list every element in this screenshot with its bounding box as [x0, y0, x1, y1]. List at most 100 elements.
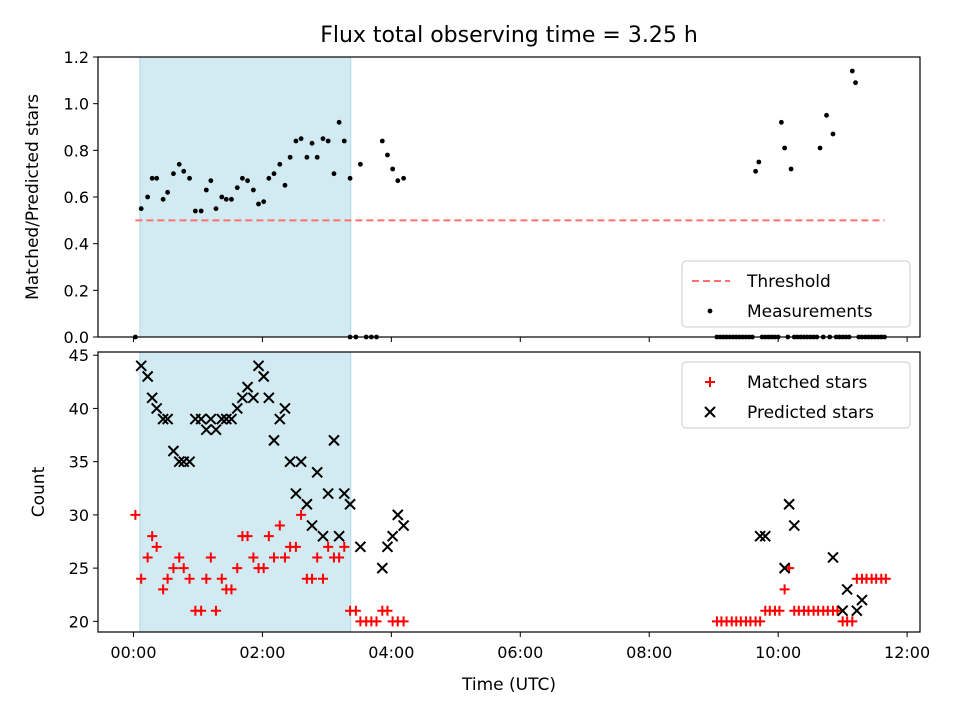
predicted-star-marker	[392, 509, 404, 521]
predicted-star-marker	[150, 402, 163, 415]
matched-star-marker	[847, 616, 858, 627]
predicted-star-marker	[386, 530, 399, 542]
matched-star-marker	[142, 552, 153, 563]
measurement-point	[271, 171, 277, 177]
measurement-point	[192, 208, 198, 214]
matched-star-marker	[151, 541, 162, 552]
predicted-star-marker	[322, 487, 334, 500]
predicted-star-marker	[167, 445, 180, 457]
legend-label: Matched stars	[747, 373, 867, 393]
matched-star-marker	[178, 563, 189, 574]
matched-star-marker	[210, 605, 221, 616]
count-legend: Matched stars Predicted stars	[681, 361, 911, 429]
measurement-point	[395, 178, 401, 184]
count-panel-frame	[97, 351, 921, 633]
measurement-point	[198, 208, 204, 214]
measurement-point	[331, 171, 337, 177]
count-panel: 20 25 30 35 40 45 00:00 02:00 04:00 06:00 08:00 10:…	[29, 346, 930, 662]
measurement-point	[347, 175, 353, 181]
measurement-point	[336, 119, 342, 125]
y-tick-label: 40	[69, 399, 89, 418]
predicted-star-marker	[135, 360, 147, 372]
matched-star-marker	[371, 616, 382, 627]
measurement-point	[160, 196, 166, 202]
y-tick-label: 45	[69, 346, 89, 365]
predicted-star-marker	[161, 413, 174, 425]
measurement-point	[782, 145, 788, 151]
legend-measurements-swatch	[707, 308, 713, 314]
predicted-star-marker	[225, 413, 238, 425]
y-tick-label: 0.8	[64, 141, 89, 160]
y-tick-label: 1.2	[64, 48, 89, 67]
legend-label: Measurements	[747, 302, 873, 322]
measurement-point	[849, 68, 855, 74]
x-tick-label: 02:00	[239, 643, 285, 662]
y-tick-label: 0.0	[64, 328, 89, 347]
measurement-point	[357, 161, 363, 167]
predicted-star-marker	[146, 392, 158, 404]
predicted-star-marker	[241, 381, 254, 393]
measurement-point	[320, 136, 326, 142]
matched-star-marker	[162, 573, 173, 584]
predicted-star-marker	[338, 487, 350, 500]
predicted-star-marker	[841, 583, 853, 596]
matched-star-marker	[274, 520, 285, 531]
predicted-star-marker	[284, 455, 296, 468]
legend-label: Threshold	[746, 272, 831, 292]
predicted-star-marker	[231, 402, 243, 415]
measurement-point	[853, 80, 858, 86]
measurement-point	[223, 196, 229, 202]
measurement-point	[165, 189, 171, 195]
measurement-point	[266, 175, 272, 181]
predicted-star-marker	[210, 424, 222, 436]
matched-star-marker	[168, 563, 179, 574]
matched-star-marker	[201, 573, 212, 584]
measurement-point	[181, 168, 187, 174]
predicted-star-marker	[183, 455, 196, 468]
predicted-star-marker	[200, 424, 213, 436]
x-tick-label: 10:00	[755, 643, 801, 662]
predicted-star-marker	[381, 541, 394, 553]
measurement-point	[753, 168, 758, 174]
measurement-point	[213, 206, 219, 212]
legend-box	[681, 260, 911, 328]
matched-star-marker	[312, 552, 323, 563]
matched-star-marker	[232, 563, 243, 574]
matched-star-marker	[880, 573, 891, 584]
matched-star-marker	[382, 605, 393, 616]
measurement-point	[788, 166, 794, 172]
measurement-point	[154, 175, 160, 181]
y-tick-label: 35	[69, 453, 89, 472]
matched-star-marker	[130, 509, 141, 520]
x-tick-label: 06:00	[497, 643, 543, 662]
x-tick-label: 04:00	[368, 643, 414, 662]
predicted-star-marker	[856, 594, 868, 606]
matched-star-marker	[779, 584, 790, 595]
matched-star-marker	[755, 616, 766, 627]
measurement-point	[234, 185, 240, 191]
predicted-star-marker	[759, 530, 771, 542]
predicted-star-marker	[295, 455, 307, 468]
predicted-star-marker	[778, 562, 791, 574]
measurement-point	[203, 187, 209, 193]
y-tick-label: 0.2	[64, 281, 89, 300]
measurement-point	[261, 199, 267, 205]
measurement-point	[149, 175, 155, 181]
predicted-star-marker	[788, 519, 800, 532]
predicted-star-marker	[195, 413, 207, 425]
measurement-point	[219, 194, 225, 200]
predicted-star-marker	[279, 402, 291, 415]
measurement-point	[277, 161, 283, 167]
predicted-star-marker	[247, 392, 260, 404]
matched-star-marker	[832, 605, 843, 616]
y-tick-label: 1.0	[64, 95, 89, 114]
observing-span-band	[139, 351, 352, 633]
matched-star-marker	[279, 552, 290, 563]
predicted-star-marker	[754, 530, 766, 542]
matched-star-marker	[226, 584, 237, 595]
measurement-point	[309, 140, 315, 146]
predicted-star-marker	[354, 541, 367, 553]
matched-star-marker	[269, 552, 280, 563]
matched-star-marker	[774, 605, 785, 616]
matched-star-marker	[263, 531, 274, 542]
